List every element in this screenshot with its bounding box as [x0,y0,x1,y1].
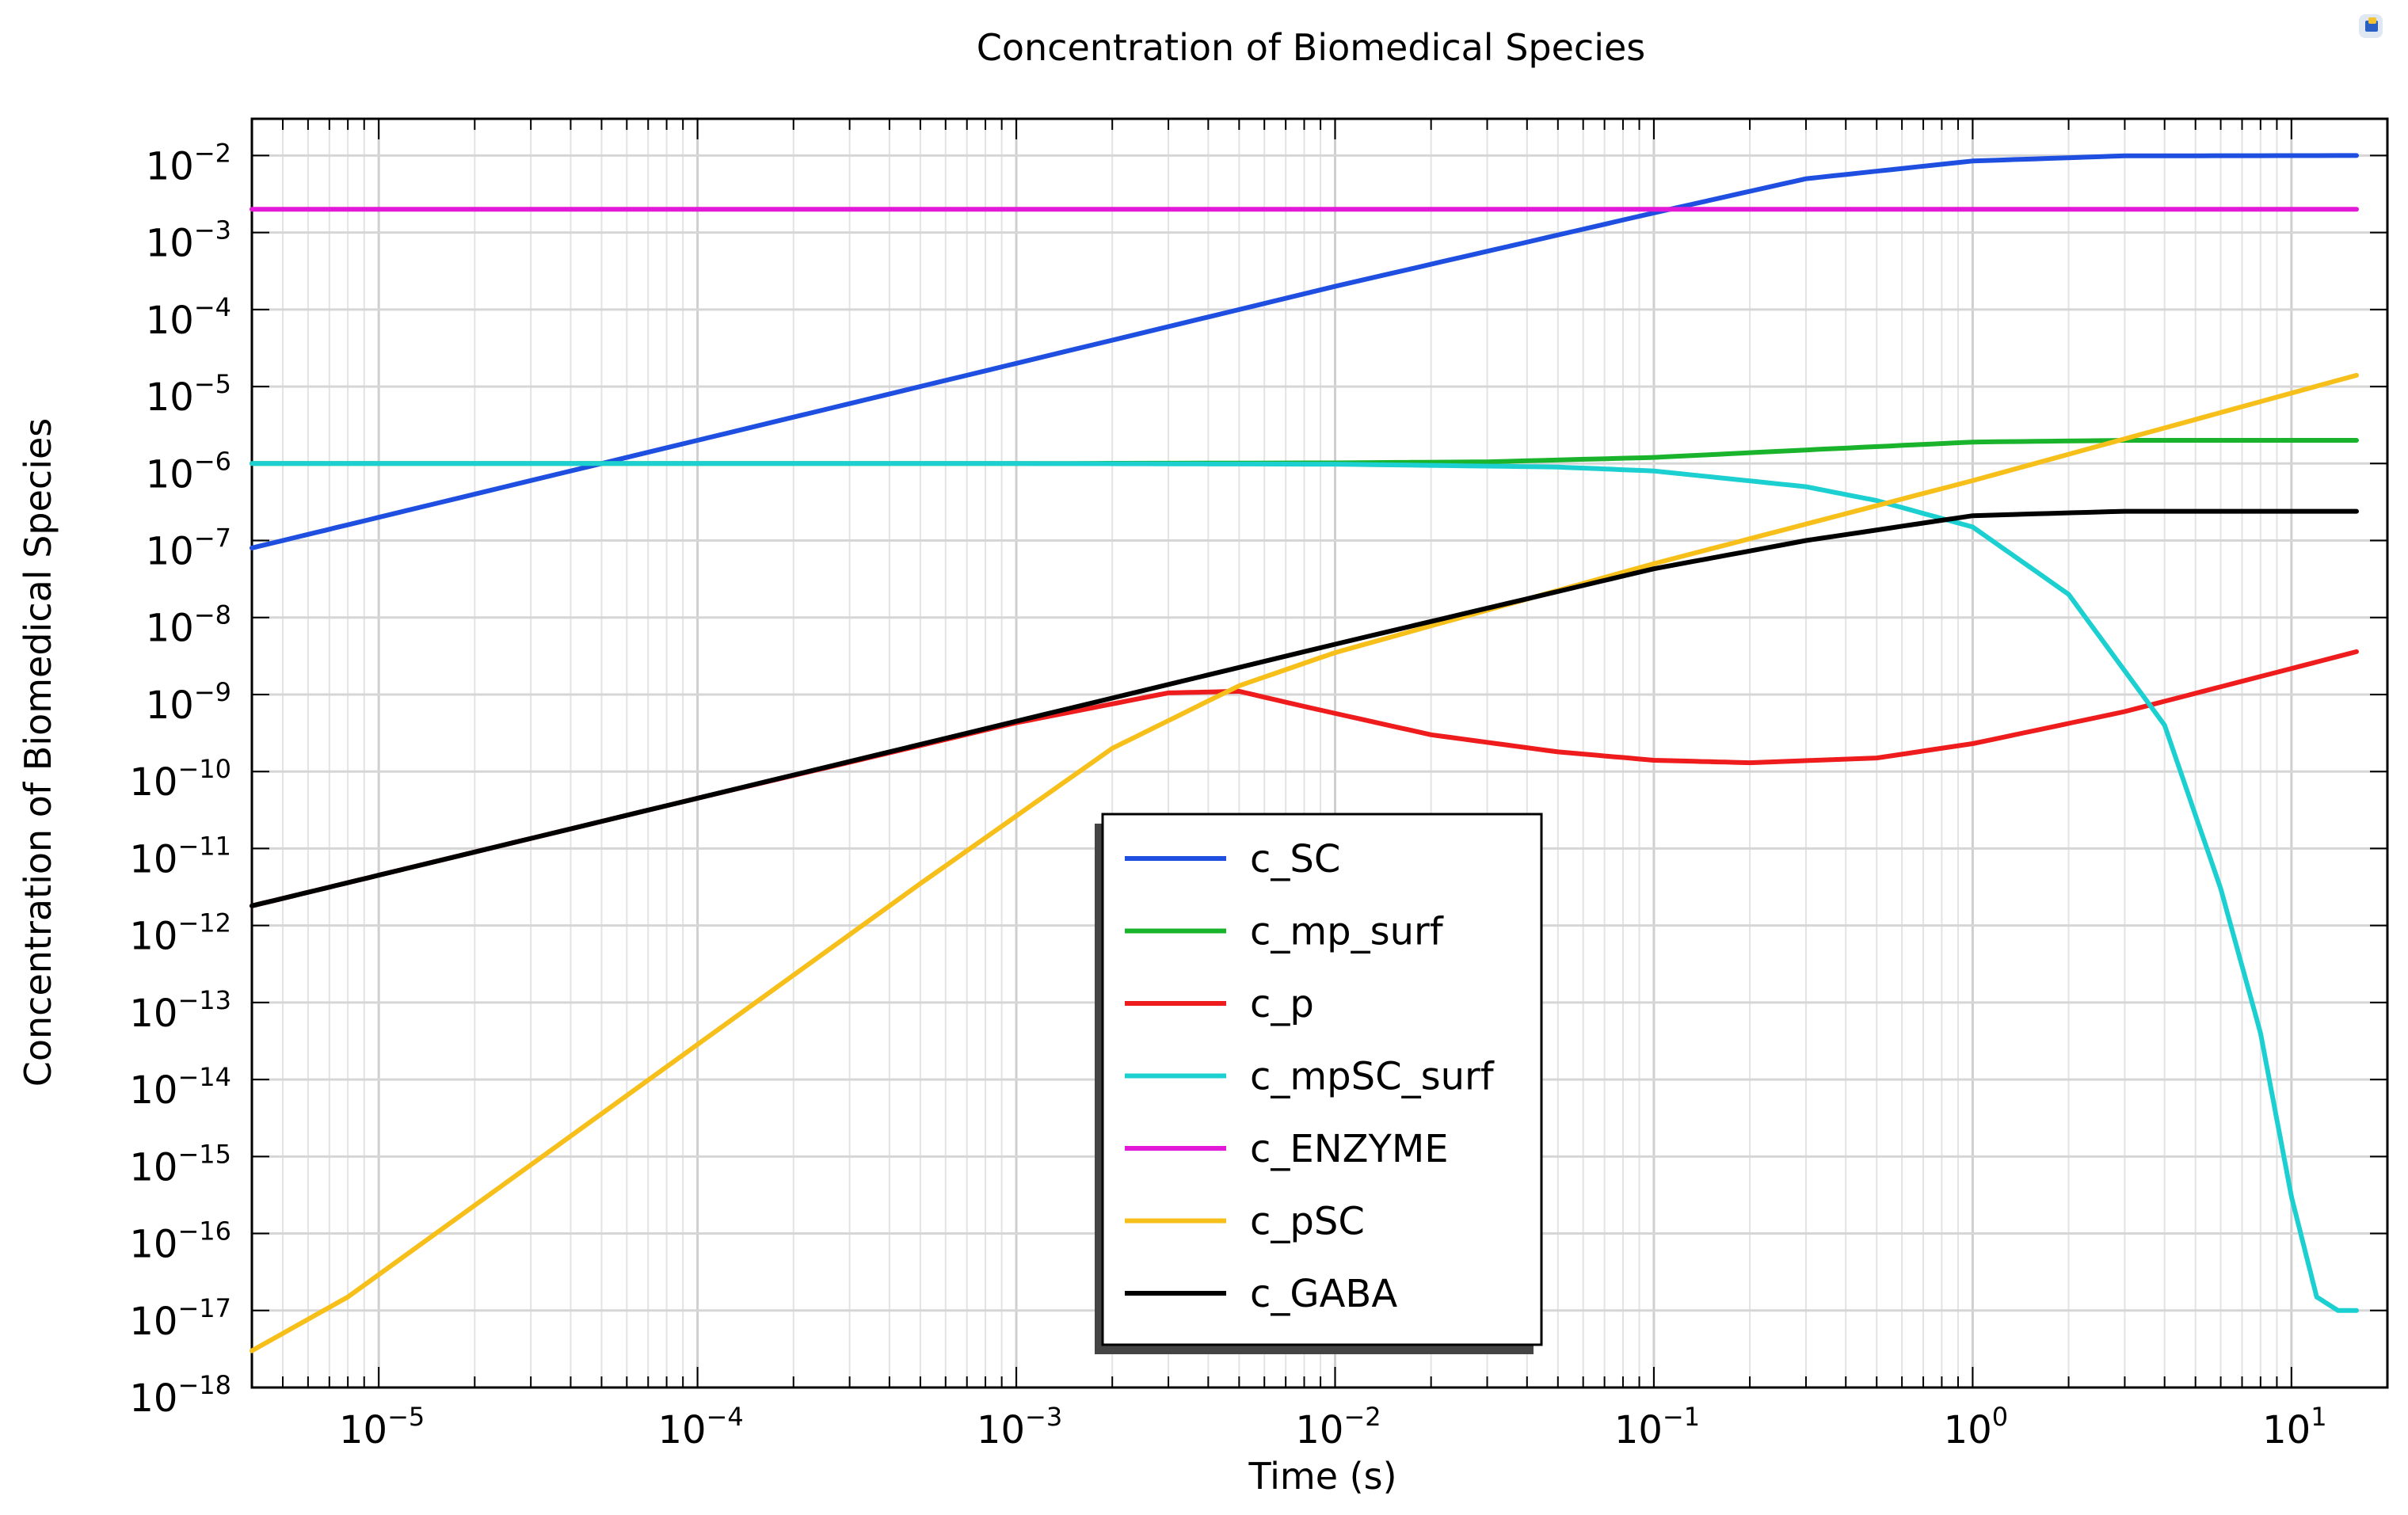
legend-label: c_SC [1250,837,1340,881]
legend-items: c_SC c_mp_surf c_p c_mpSC_surf c_ENZYME c_pSC… [1125,837,1495,1316]
x-tick-label: 10−1 [1614,1402,1700,1452]
y-tick-label: 10−15 [129,1139,231,1190]
y-tick-label: 10−10 [129,754,231,805]
series-line-c-mpsc-surf [250,461,2359,1313]
y-tick-label: 10−6 [146,446,231,497]
y-tick-label: 10−5 [146,369,231,420]
legend-label: c_pSC [1250,1200,1365,1244]
x-tick-labels: 10−5 10−4 10−3 10−2 10−1 100 101 [339,1402,2327,1452]
series-line-c-psc [250,372,2359,1353]
y-tick-label: 10−7 [146,523,231,574]
y-tick-label: 10−8 [146,600,231,651]
y-tick-labels: 10−2 10−3 10−4 10−5 10−6 10−7 10−8 10−9 10−10 10−… [129,138,231,1421]
grid-major [252,119,2387,1389]
legend-label: c_p [1250,982,1314,1026]
y-tick-label: 10−16 [129,1216,231,1267]
corner-icon [2359,14,2383,38]
x-tick-label: 101 [2262,1402,2326,1452]
y-tick-label: 10−17 [129,1293,231,1344]
legend-label: c_ENZYME [1250,1127,1449,1171]
y-tick-label: 10−18 [129,1370,231,1421]
legend-label: c_mpSC_surf [1250,1055,1495,1099]
y-tick-label: 10−2 [146,138,231,188]
x-tick-label: 10−3 [977,1402,1062,1452]
x-tick-label: 10−4 [657,1402,743,1452]
y-tick-label: 10−11 [129,831,231,881]
chart-title: Concentration of Biomedical Species [977,26,1646,69]
y-tick-label: 10−14 [129,1062,231,1113]
series-line-c-gaba [250,508,2359,908]
x-tick-label: 10−5 [339,1402,425,1452]
y-tick-label: 10−4 [146,292,231,343]
x-tick-label: 100 [1944,1402,2008,1452]
legend: c_SC c_mp_surf c_p c_mpSC_surf c_ENZYME c_pSC… [1095,813,1543,1354]
legend-label: c_GABA [1250,1272,1397,1316]
y-tick-label: 10−3 [146,215,231,266]
plot-frame [250,117,2389,1389]
y-tick-label: 10−9 [146,677,231,728]
x-axis-label: Time (s) [1248,1455,1396,1498]
axis-ticks [251,119,2388,1388]
legend-label: c_mp_surf [1250,910,1444,954]
series-layer [250,153,2359,1353]
x-tick-label: 10−2 [1295,1402,1381,1452]
series-line-c-sc [250,153,2359,550]
y-tick-label: 10−12 [129,908,231,959]
y-axis-label: Concentration of Biomedical Species [17,418,59,1087]
y-tick-label: 10−13 [129,985,231,1036]
legend-box [1101,813,1543,1346]
